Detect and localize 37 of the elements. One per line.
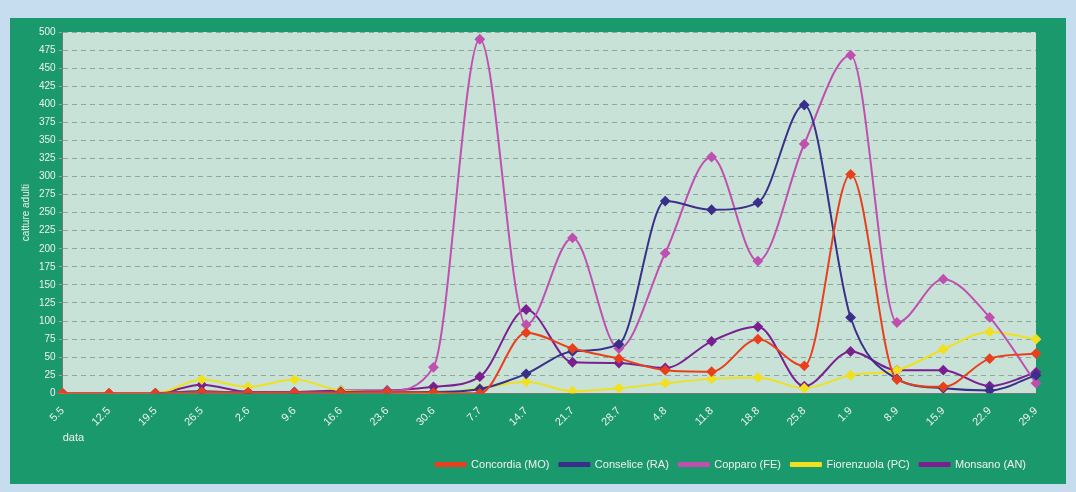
y-tick-label: 175 bbox=[39, 260, 57, 272]
y-axis-title: catture adulti bbox=[19, 184, 31, 242]
y-tick-label: 50 bbox=[44, 350, 57, 362]
y-tick-label: 250 bbox=[39, 206, 57, 218]
y-tick-label: 100 bbox=[39, 314, 57, 326]
y-tick-label: 300 bbox=[39, 170, 57, 182]
legend-label: Copparo (FE) bbox=[714, 457, 781, 470]
x-tick-label: 30.6 bbox=[413, 404, 438, 428]
y-tick-label: 75 bbox=[44, 332, 57, 344]
legend-label: Conselice (RA) bbox=[594, 457, 669, 470]
y-tick-label: 25 bbox=[44, 369, 57, 381]
x-tick-label: 2.6 bbox=[232, 404, 252, 424]
x-tick-label: 11.8 bbox=[692, 404, 716, 428]
y-tick-label: 225 bbox=[39, 224, 57, 236]
x-tick-label: 1.9 bbox=[834, 404, 855, 424]
x-tick-label: 4.8 bbox=[649, 404, 669, 424]
y-tick-label: 350 bbox=[39, 134, 57, 146]
y-tick-label: 375 bbox=[39, 116, 57, 128]
y-tick-label: 275 bbox=[39, 188, 57, 200]
y-tick-label: 425 bbox=[39, 79, 57, 91]
y-tick-label: 200 bbox=[39, 242, 57, 254]
x-tick-label: 7.7 bbox=[464, 404, 484, 424]
legend-label: Fiorenzuola (PC) bbox=[826, 457, 910, 470]
y-tick-label: 400 bbox=[39, 98, 57, 110]
y-tick-label: 0 bbox=[50, 387, 57, 399]
y-tick-label: 500 bbox=[39, 25, 57, 37]
x-axis-title: data bbox=[62, 431, 85, 444]
x-tick-label: 8.9 bbox=[881, 404, 901, 424]
x-tick-label: 5.5 bbox=[46, 404, 67, 424]
y-tick-label: 450 bbox=[39, 61, 57, 73]
y-tick-label: 475 bbox=[39, 43, 57, 55]
x-tick-label: 9.6 bbox=[278, 404, 298, 424]
y-tick-label: 150 bbox=[39, 278, 57, 290]
y-tick-label: 125 bbox=[39, 296, 57, 308]
y-tick-label: 325 bbox=[39, 152, 57, 164]
legend-label: Concordia (MO) bbox=[471, 457, 550, 470]
legend-label: Monsano (AN) bbox=[955, 457, 1027, 470]
